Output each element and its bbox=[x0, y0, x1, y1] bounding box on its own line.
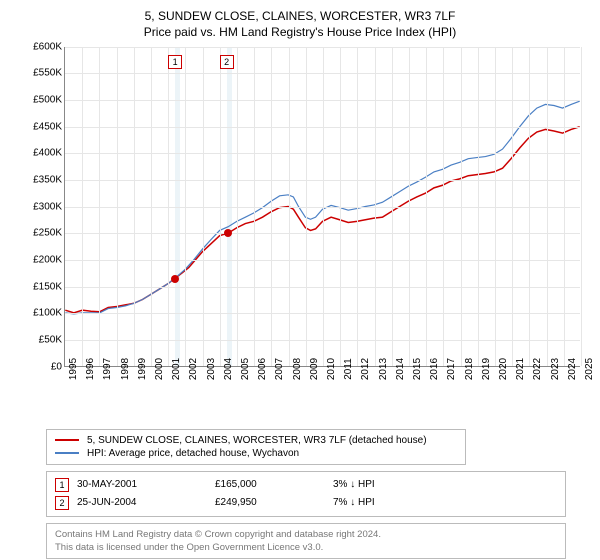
legend-swatch bbox=[55, 439, 79, 441]
plot-area: 12 bbox=[64, 47, 580, 367]
legend-item: HPI: Average price, detached house, Wych… bbox=[55, 447, 457, 460]
marker-box: 1 bbox=[168, 55, 182, 69]
y-tick-label: £100K bbox=[20, 308, 62, 319]
x-tick-label: 1996 bbox=[85, 358, 96, 380]
legend-swatch bbox=[55, 452, 79, 454]
transaction-price: £165,000 bbox=[215, 479, 325, 490]
table-row: 1 30-MAY-2001 £165,000 3% ↓ HPI bbox=[55, 476, 557, 494]
x-tick-label: 2002 bbox=[188, 358, 199, 380]
legend: 5, SUNDEW CLOSE, CLAINES, WORCESTER, WR3… bbox=[46, 429, 466, 465]
x-tick-label: 2003 bbox=[206, 358, 217, 380]
table-row: 2 25-JUN-2004 £249,950 7% ↓ HPI bbox=[55, 494, 557, 512]
y-tick-label: £400K bbox=[20, 148, 62, 159]
x-tick-label: 2000 bbox=[154, 358, 165, 380]
marker-dot bbox=[171, 275, 179, 283]
x-tick-label: 2011 bbox=[343, 358, 354, 380]
y-tick-label: £200K bbox=[20, 255, 62, 266]
x-tick-label: 1999 bbox=[137, 358, 148, 380]
transaction-delta: 7% ↓ HPI bbox=[333, 497, 423, 508]
chart-subtitle: Price paid vs. HM Land Registry's House … bbox=[10, 25, 590, 39]
x-tick-label: 2017 bbox=[446, 358, 457, 380]
legend-label: 5, SUNDEW CLOSE, CLAINES, WORCESTER, WR3… bbox=[87, 435, 427, 446]
x-tick-label: 2016 bbox=[429, 358, 440, 380]
x-tick-label: 2013 bbox=[378, 358, 389, 380]
y-tick-label: £150K bbox=[20, 281, 62, 292]
x-tick-label: 2019 bbox=[481, 358, 492, 380]
x-tick-label: 2009 bbox=[309, 358, 320, 380]
x-tick-label: 1997 bbox=[102, 358, 113, 380]
chart-area: £0 £50K £100K £150K £200K £250K £300K £350K £400… bbox=[20, 47, 580, 397]
y-tick-label: £50K bbox=[20, 335, 62, 346]
chart-title: 5, SUNDEW CLOSE, CLAINES, WORCESTER, WR3… bbox=[10, 8, 590, 25]
attribution: Contains HM Land Registry data © Crown c… bbox=[46, 523, 566, 560]
x-tick-label: 2007 bbox=[274, 358, 285, 380]
attribution-line: This data is licensed under the Open Gov… bbox=[55, 541, 557, 554]
y-tick-label: £550K bbox=[20, 68, 62, 79]
x-tick-label: 2006 bbox=[257, 358, 268, 380]
x-tick-label: 2024 bbox=[567, 358, 578, 380]
y-tick-label: £500K bbox=[20, 95, 62, 106]
x-tick-label: 1995 bbox=[68, 358, 79, 380]
transactions-table: 1 30-MAY-2001 £165,000 3% ↓ HPI 2 25-JUN… bbox=[46, 471, 566, 517]
y-tick-label: £600K bbox=[20, 41, 62, 52]
x-tick-label: 2020 bbox=[498, 358, 509, 380]
y-tick-label: £350K bbox=[20, 175, 62, 186]
y-tick-label: £250K bbox=[20, 228, 62, 239]
legend-item: 5, SUNDEW CLOSE, CLAINES, WORCESTER, WR3… bbox=[55, 434, 457, 447]
x-tick-label: 2005 bbox=[240, 358, 251, 380]
attribution-line: Contains HM Land Registry data © Crown c… bbox=[55, 528, 557, 541]
transaction-marker: 2 bbox=[55, 496, 69, 510]
x-tick-label: 2001 bbox=[171, 358, 182, 380]
marker-dot bbox=[224, 229, 232, 237]
x-tick-label: 2018 bbox=[464, 358, 475, 380]
transaction-marker: 1 bbox=[55, 478, 69, 492]
transaction-price: £249,950 bbox=[215, 497, 325, 508]
x-tick-label: 2010 bbox=[326, 358, 337, 380]
x-tick-label: 2014 bbox=[395, 358, 406, 380]
x-tick-label: 2012 bbox=[360, 358, 371, 380]
y-tick-label: £450K bbox=[20, 121, 62, 132]
transaction-date: 30-MAY-2001 bbox=[77, 479, 207, 490]
y-tick-label: £300K bbox=[20, 201, 62, 212]
transaction-date: 25-JUN-2004 bbox=[77, 497, 207, 508]
legend-label: HPI: Average price, detached house, Wych… bbox=[87, 448, 299, 459]
x-tick-label: 2025 bbox=[584, 358, 595, 380]
x-tick-label: 2021 bbox=[515, 358, 526, 380]
x-tick-label: 2004 bbox=[223, 358, 234, 380]
x-tick-label: 1998 bbox=[120, 358, 131, 380]
chart-container: 5, SUNDEW CLOSE, CLAINES, WORCESTER, WR3… bbox=[0, 0, 600, 560]
x-tick-label: 2023 bbox=[550, 358, 561, 380]
transaction-delta: 3% ↓ HPI bbox=[333, 479, 423, 490]
x-tick-label: 2022 bbox=[532, 358, 543, 380]
x-tick-label: 2015 bbox=[412, 358, 423, 380]
x-tick-label: 2008 bbox=[292, 358, 303, 380]
y-tick-label: £0 bbox=[20, 361, 62, 372]
marker-box: 2 bbox=[220, 55, 234, 69]
